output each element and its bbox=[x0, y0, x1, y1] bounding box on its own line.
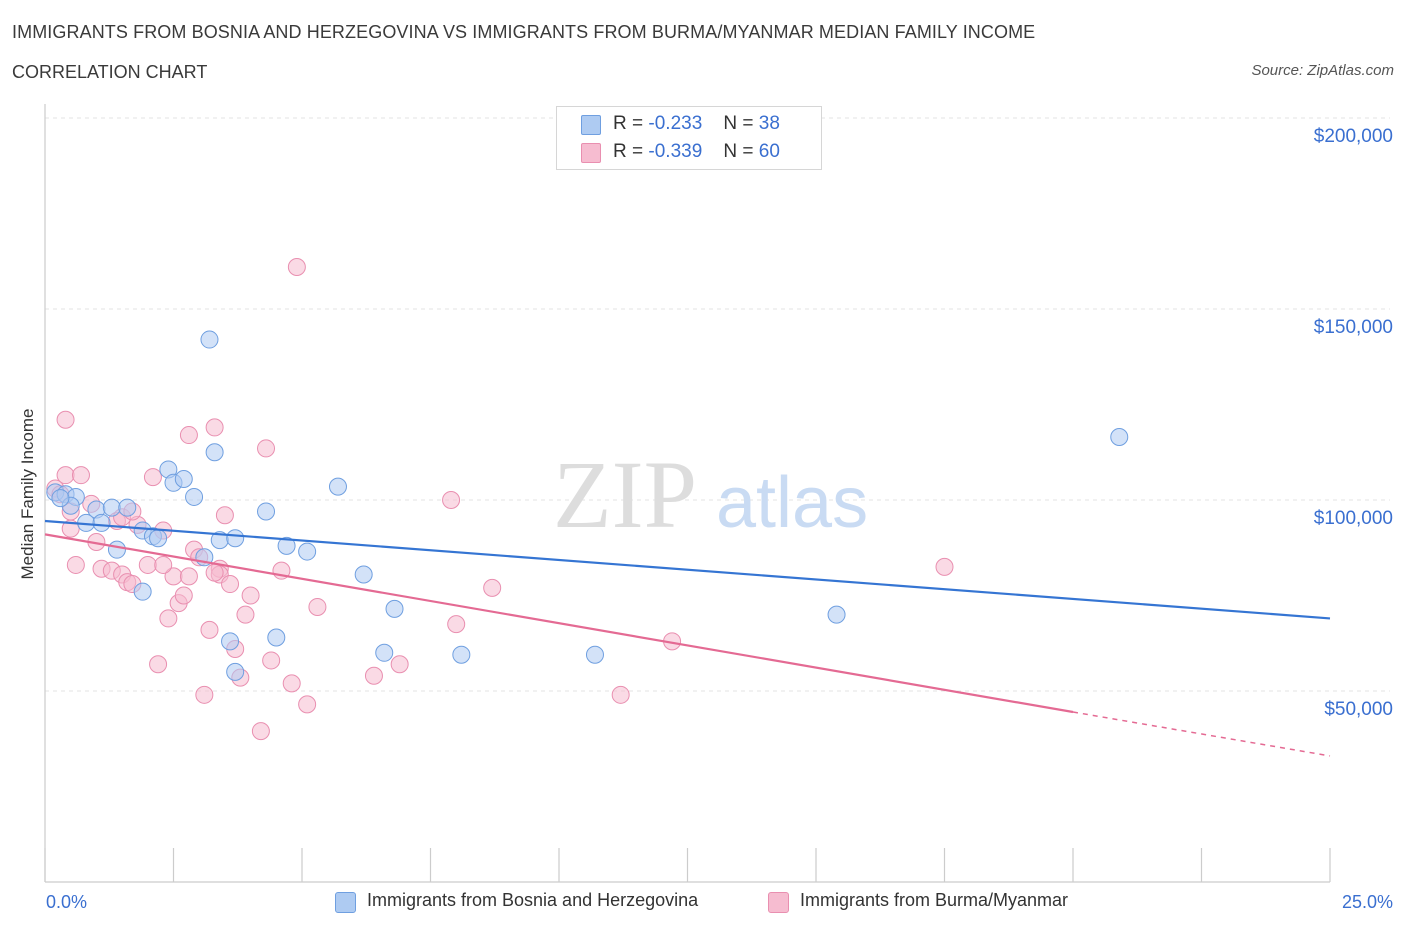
x-tick-label: 0.0% bbox=[46, 892, 87, 912]
point-burma bbox=[298, 695, 317, 714]
y-tick-label: $100,000 bbox=[1314, 508, 1393, 529]
point-bosnia bbox=[226, 529, 245, 548]
point-bosnia bbox=[133, 582, 152, 601]
chart-title: IMMIGRANTS FROM BOSNIA AND HERZEGOVINA V… bbox=[12, 22, 1036, 42]
point-burma bbox=[447, 615, 466, 634]
trend-line-burma bbox=[44, 533, 1074, 714]
point-burma bbox=[251, 722, 270, 741]
watermark: ZIP atlas bbox=[553, 441, 868, 548]
series-label-burma: Immigrants from Burma/Myanmar bbox=[800, 890, 1069, 910]
y-tick-label: $50,000 bbox=[1324, 699, 1393, 720]
axes bbox=[44, 104, 1331, 883]
point-bosnia bbox=[267, 628, 286, 647]
point-bosnia bbox=[200, 330, 219, 349]
point-burma bbox=[221, 575, 240, 594]
series-swatch-bosnia bbox=[335, 892, 356, 913]
x-tick-label: 25.0% bbox=[1342, 892, 1393, 912]
point-burma bbox=[236, 605, 255, 624]
point-bosnia bbox=[585, 645, 604, 664]
point-bosnia bbox=[149, 529, 168, 548]
point-burma bbox=[287, 257, 306, 276]
point-bosnia bbox=[185, 487, 204, 506]
point-burma bbox=[262, 651, 281, 670]
point-burma bbox=[200, 620, 219, 639]
point-burma bbox=[174, 586, 193, 605]
point-burma bbox=[195, 685, 214, 704]
legend-n-value: 60 bbox=[758, 141, 780, 162]
point-bosnia bbox=[107, 540, 126, 559]
point-burma bbox=[390, 655, 409, 674]
point-bosnia bbox=[375, 643, 394, 662]
point-burma bbox=[257, 439, 276, 458]
point-bosnia bbox=[102, 498, 121, 517]
point-bosnia bbox=[385, 599, 404, 618]
point-burma bbox=[282, 674, 301, 693]
legend-n-value: 38 bbox=[758, 113, 780, 134]
point-burma bbox=[364, 666, 383, 685]
point-burma bbox=[442, 491, 461, 509]
point-burma bbox=[241, 586, 260, 605]
point-bosnia bbox=[226, 662, 245, 681]
point-burma bbox=[71, 466, 90, 485]
y-axis-label: Median Family Income bbox=[18, 408, 37, 579]
point-burma bbox=[66, 555, 85, 574]
legend-swatch-bosnia bbox=[581, 115, 601, 135]
legend-r-label: R = bbox=[613, 141, 644, 162]
point-burma bbox=[149, 655, 168, 674]
series-label-bosnia: Immigrants from Bosnia and Herzegovina bbox=[367, 890, 699, 910]
chart-subtitle: CORRELATION CHART bbox=[12, 62, 208, 82]
trend-lines bbox=[44, 519, 1331, 757]
point-burma bbox=[308, 597, 327, 616]
point-burma bbox=[154, 555, 173, 574]
point-bosnia bbox=[298, 542, 317, 561]
trend-line-dashed-burma bbox=[1072, 711, 1331, 757]
gridlines bbox=[45, 117, 1390, 692]
point-burma bbox=[179, 426, 198, 445]
point-burma bbox=[159, 609, 178, 628]
point-bosnia bbox=[1110, 427, 1129, 446]
watermark-atlas: atlas bbox=[716, 463, 868, 543]
point-burma bbox=[935, 557, 954, 576]
y-tick-label: $200,000 bbox=[1314, 126, 1393, 147]
series-swatch-burma bbox=[768, 892, 789, 913]
point-bosnia bbox=[257, 502, 276, 521]
source-label: Source: ZipAtlas.com bbox=[1251, 62, 1394, 79]
legend-n-label: N = bbox=[723, 141, 754, 162]
point-burma bbox=[56, 410, 75, 429]
point-bosnia bbox=[354, 565, 373, 584]
legend-swatch-burma bbox=[581, 143, 601, 163]
point-bosnia bbox=[277, 536, 296, 555]
legend-r-label: R = bbox=[613, 113, 644, 134]
point-burma bbox=[56, 466, 75, 485]
point-bosnia bbox=[205, 443, 224, 462]
point-bosnia bbox=[827, 605, 846, 624]
watermark-zip: ZIP bbox=[553, 441, 697, 548]
tick-labels: $50,000 $100,000 $150,000 $200,000 0.0% 25.0% bbox=[46, 126, 1393, 912]
trend-line-bosnia bbox=[44, 519, 1331, 620]
point-burma bbox=[483, 578, 502, 597]
point-burma bbox=[143, 468, 162, 487]
legend-r-value: -0.233 bbox=[648, 113, 703, 134]
legend-r-value: -0.339 bbox=[648, 141, 703, 162]
point-bosnia bbox=[118, 498, 137, 517]
point-burma bbox=[215, 506, 234, 525]
correlation-legend: R = -0.233 N = 38 R = -0.339 N = 60 bbox=[556, 106, 822, 170]
point-bosnia bbox=[174, 469, 193, 488]
point-bosnia bbox=[328, 477, 347, 496]
point-bosnia bbox=[452, 645, 471, 664]
data-points bbox=[46, 257, 1129, 741]
legend-n-label: N = bbox=[723, 113, 754, 134]
point-burma bbox=[611, 685, 630, 704]
point-burma bbox=[205, 418, 224, 437]
point-burma bbox=[179, 567, 198, 586]
y-tick-label: $150,000 bbox=[1314, 317, 1393, 338]
point-burma bbox=[138, 555, 157, 574]
point-bosnia bbox=[92, 513, 111, 532]
point-burma bbox=[205, 563, 224, 582]
point-bosnia bbox=[51, 489, 70, 508]
point-bosnia bbox=[221, 632, 240, 651]
